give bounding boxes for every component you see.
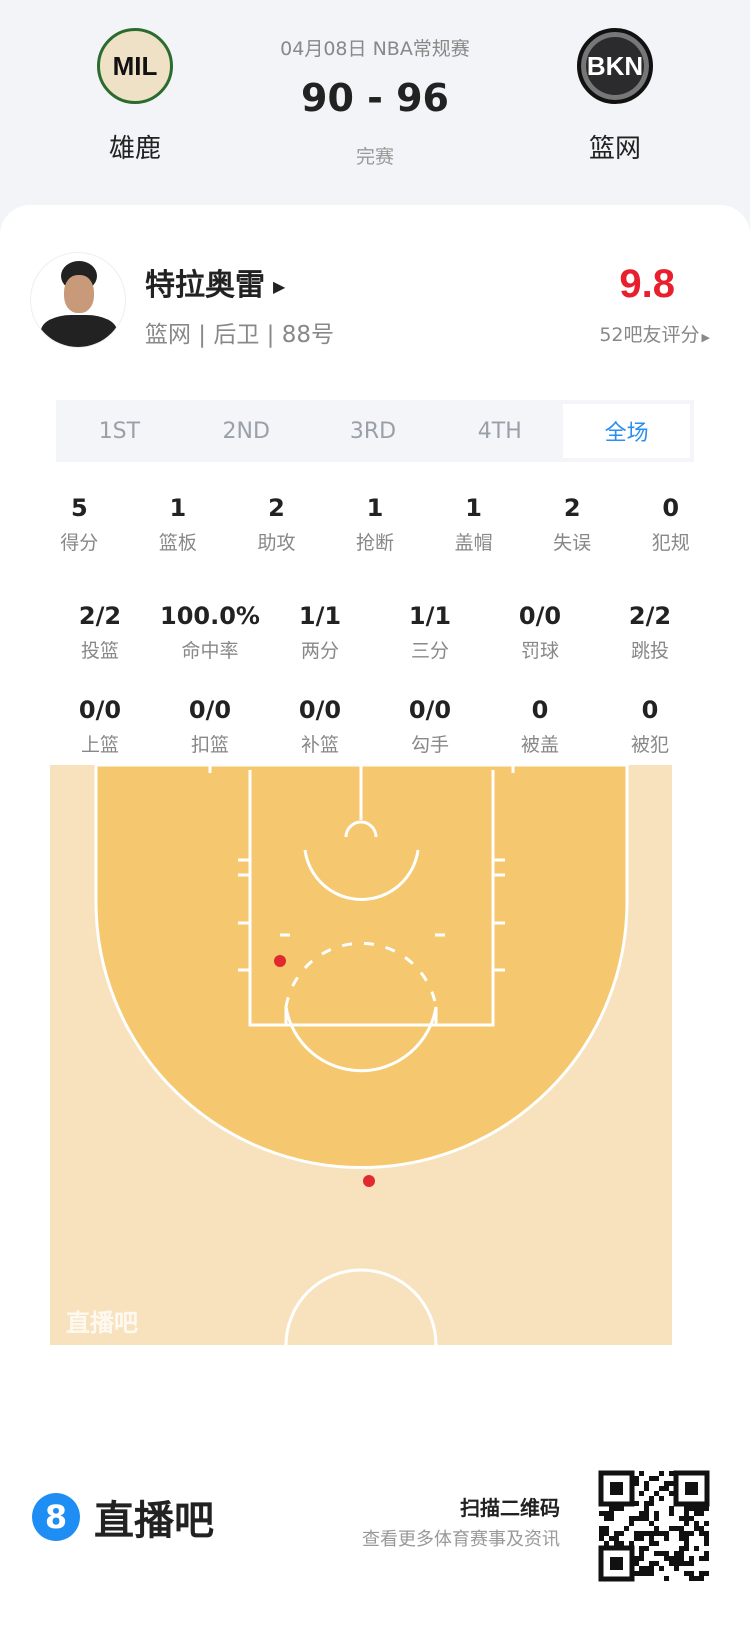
stat-item: 0/0 上篮 xyxy=(45,696,155,757)
stat-value: 1/1 xyxy=(408,602,452,630)
stat-value: 0/0 xyxy=(78,696,122,724)
stat-label: 投篮 xyxy=(80,640,119,662)
tab-full-game[interactable]: 全场 xyxy=(563,404,690,458)
away-team[interactable]: BKN 篮网 xyxy=(555,28,675,165)
home-team[interactable]: MIL 雄鹿 xyxy=(75,28,195,165)
stat-value: 0 xyxy=(662,494,680,522)
stat-label: 篮板 xyxy=(158,532,197,554)
stat-item: 0 被犯 xyxy=(595,696,705,757)
stat-label: 扣篮 xyxy=(190,734,229,756)
stat-label: 被犯 xyxy=(630,734,669,756)
stat-value: 0/0 xyxy=(188,696,232,724)
player-name[interactable]: 特拉奥雷 ▶ xyxy=(145,260,285,304)
away-team-name: 篮网 xyxy=(588,134,641,164)
stat-label: 犯规 xyxy=(651,532,690,554)
stats-row-basic: 5 得分 1 篮板 2 助攻 1 抢断 1 盖帽 2 失误 0 犯规 xyxy=(30,494,720,555)
stat-label: 得分 xyxy=(60,532,99,554)
qr-code[interactable] xyxy=(598,1470,710,1582)
stat-value: 0 xyxy=(641,696,659,724)
stat-value: 1 xyxy=(465,494,482,522)
stat-value: 1 xyxy=(169,494,187,522)
stat-item: 2/2 投篮 xyxy=(45,602,155,663)
tab-1st[interactable]: 1ST xyxy=(98,418,141,444)
stat-value: 0 xyxy=(531,696,549,724)
rating-count-link[interactable]: 52吧友评分 ▶ xyxy=(599,320,710,347)
brand-8-icon: 8 xyxy=(32,1493,80,1541)
stat-item: 0 犯规 xyxy=(621,494,720,555)
period-tabs: 1ST 2ND 3RD 4TH 全场 xyxy=(56,400,694,462)
stat-label: 勾手 xyxy=(410,734,449,756)
stat-item: 2 失误 xyxy=(523,494,622,555)
stat-value: 1/1 xyxy=(298,602,342,630)
match-score: 90 - 96 xyxy=(301,76,449,120)
home-team-logo: MIL xyxy=(97,28,173,104)
watermark: 直播吧 xyxy=(66,1309,138,1337)
tab-2nd[interactable]: 2ND xyxy=(222,418,270,444)
stat-item: 1 盖帽 xyxy=(424,494,523,555)
stat-label: 盖帽 xyxy=(454,532,493,554)
scan-subtitle: 查看更多体育赛事及资讯 xyxy=(362,1529,560,1550)
stat-value: 0/0 xyxy=(518,602,562,630)
stat-value: 2 xyxy=(563,494,581,522)
stat-label: 抢断 xyxy=(356,532,395,554)
stat-item: 0/0 扣篮 xyxy=(155,696,265,757)
tab-4th[interactable]: 4TH xyxy=(477,418,522,444)
caret-right-icon: ▶ xyxy=(701,331,710,344)
stat-value: 2 xyxy=(268,494,285,522)
stat-item: 0/0 罚球 xyxy=(485,602,595,663)
home-team-name: 雄鹿 xyxy=(108,134,161,164)
shot-made xyxy=(363,1175,375,1187)
match-date-league: 04月08日 NBA常规赛 xyxy=(280,38,470,60)
stat-item: 5 得分 xyxy=(30,494,129,555)
court-lines xyxy=(208,765,515,1345)
stat-label: 助攻 xyxy=(257,532,296,554)
stat-label: 两分 xyxy=(300,640,339,662)
player-name-text: 特拉奥雷 xyxy=(145,268,265,303)
stat-item: 1/1 两分 xyxy=(265,602,375,663)
stat-label: 三分 xyxy=(410,640,449,662)
caret-right-icon: ▶ xyxy=(273,277,286,296)
stat-item: 1 抢断 xyxy=(326,494,425,555)
player-avatar[interactable] xyxy=(30,252,126,348)
brand-name: 直播吧 xyxy=(94,1498,214,1544)
stats-row-shot-types: 0/0 上篮 0/0 扣篮 0/0 补篮 0/0 勾手 0 被盖 0 被犯 xyxy=(45,696,705,757)
scan-title: 扫描二维码 xyxy=(460,1496,560,1520)
stat-item: 0 被盖 xyxy=(485,696,595,757)
stat-value: 5 xyxy=(70,494,88,522)
shot-made xyxy=(274,955,286,967)
shot-chart: 直播吧 xyxy=(50,765,672,1345)
player-rating: 9.8 xyxy=(619,262,675,306)
stat-value: 2/2 xyxy=(628,602,672,630)
stat-value: 0/0 xyxy=(298,696,342,724)
stat-label: 补篮 xyxy=(300,734,339,756)
away-team-logo: BKN xyxy=(577,28,653,104)
stat-value: 0/0 xyxy=(408,696,452,724)
rating-count: 52吧友评分 xyxy=(599,324,700,346)
stat-item: 0/0 勾手 xyxy=(375,696,485,757)
stat-item: 1 篮板 xyxy=(129,494,228,555)
stat-item: 2 助攻 xyxy=(227,494,326,555)
stat-value: 100.0% xyxy=(160,602,260,630)
stat-label: 跳投 xyxy=(630,640,669,662)
stat-label: 罚球 xyxy=(520,640,559,662)
stat-item: 0/0 补篮 xyxy=(265,696,375,757)
stat-item: 1/1 三分 xyxy=(375,602,485,663)
brand-logo: 8 直播吧 xyxy=(32,1488,214,1546)
stat-value: 2/2 xyxy=(78,602,122,630)
stat-label: 上篮 xyxy=(80,734,119,756)
match-status: 完赛 xyxy=(355,146,394,168)
stat-label: 失误 xyxy=(553,532,592,554)
stats-row-shooting: 2/2 投篮 100.0% 命中率 1/1 两分 1/1 三分 0/0 罚球 2/2 跳投 xyxy=(45,602,705,663)
stat-label: 命中率 xyxy=(181,640,239,662)
stat-value: 1 xyxy=(366,494,384,522)
stat-label: 被盖 xyxy=(520,734,559,756)
stat-item: 2/2 跳投 xyxy=(595,602,705,663)
player-info: 篮网 | 后卫 | 88号 xyxy=(145,322,335,348)
tab-3rd[interactable]: 3RD xyxy=(349,418,397,444)
stat-item: 100.0% 命中率 xyxy=(155,602,265,663)
